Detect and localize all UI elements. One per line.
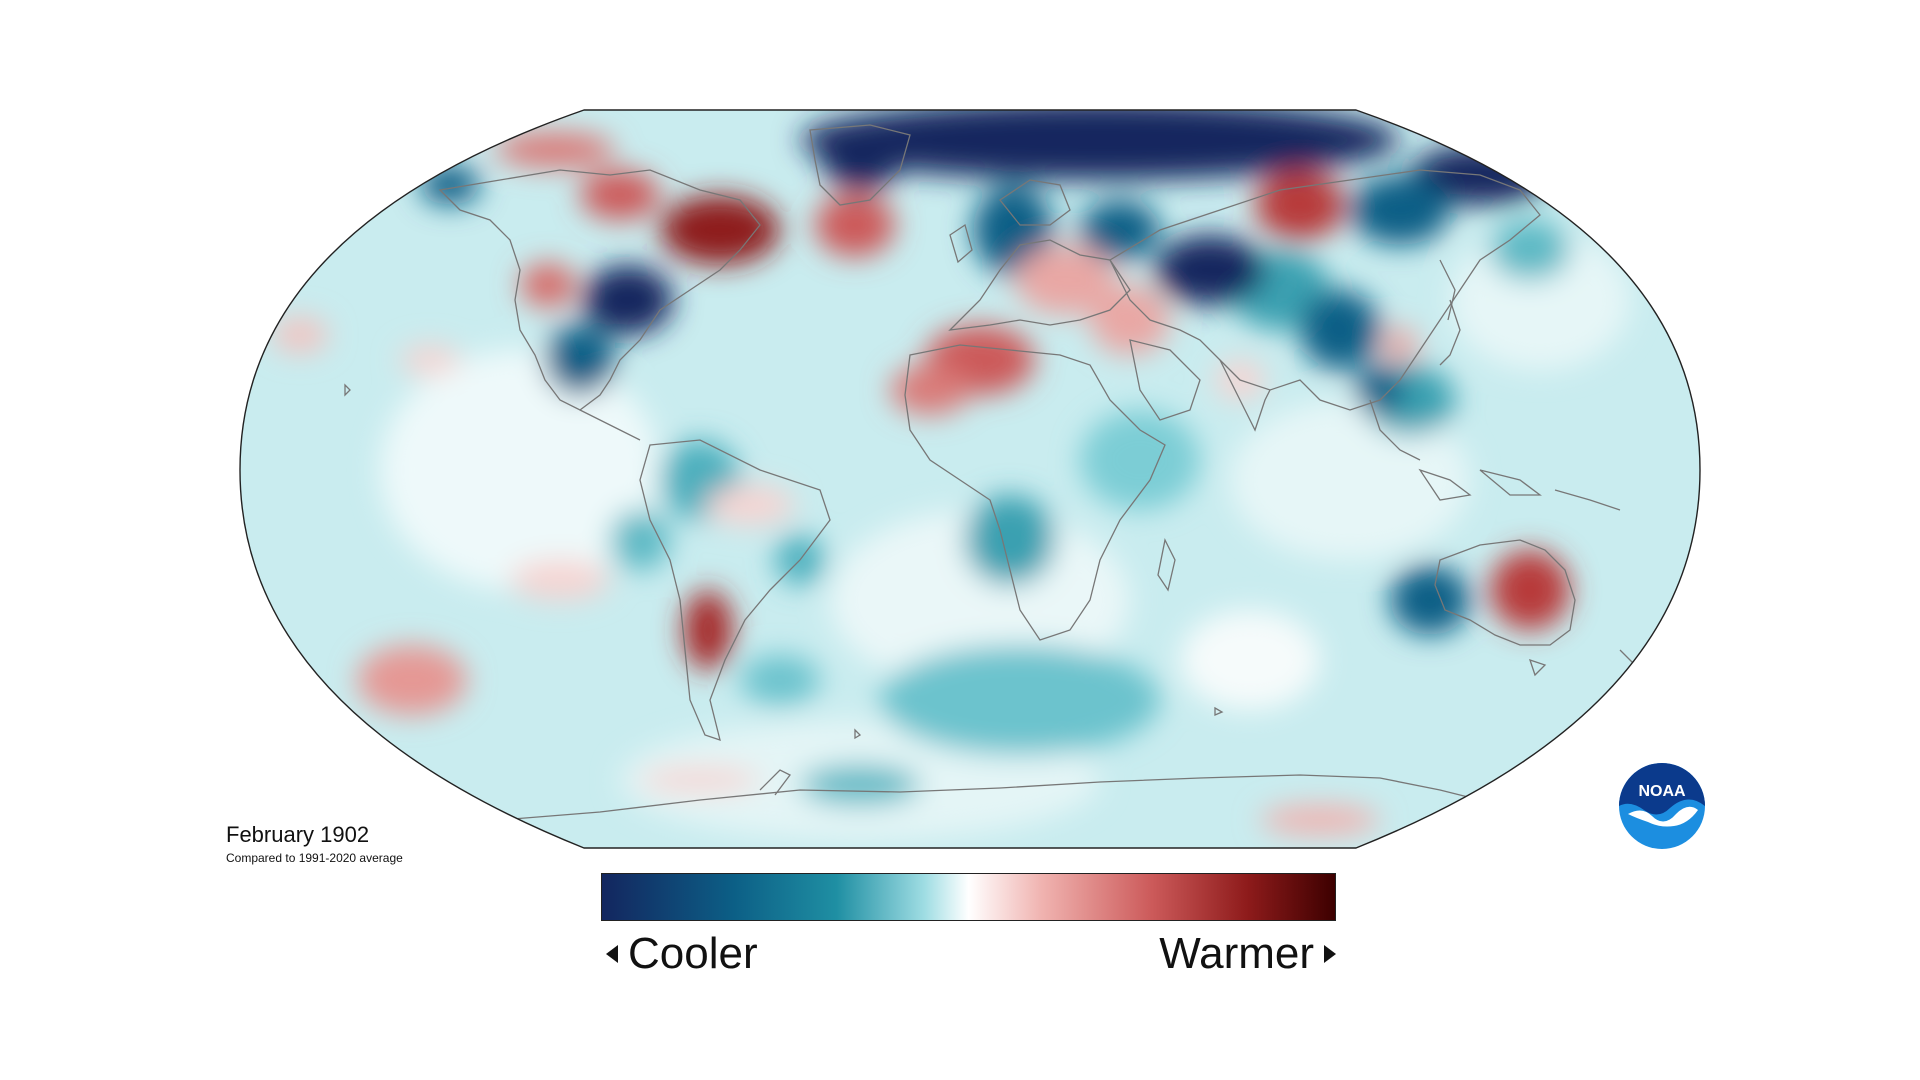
- coastlines: [344, 124, 1636, 821]
- noaa-logo-icon: NOAA: [1618, 762, 1706, 850]
- legend-warmer: Warmer: [1159, 928, 1336, 980]
- logo-text: NOAA: [1638, 783, 1686, 800]
- legend-warmer-label: Warmer: [1159, 929, 1314, 978]
- anomaly-field: [272, 110, 1630, 840]
- legend-cooler: Cooler: [606, 928, 758, 980]
- globe-outline: [239, 109, 1701, 849]
- caption-subtitle: Compared to 1991-2020 average: [226, 851, 403, 865]
- legend-cooler-label: Cooler: [628, 929, 758, 978]
- caption-title: February 1902: [226, 822, 370, 847]
- left-arrow-icon: [606, 945, 618, 963]
- map-caption: February 1902 Compared to 1991-2020 aver…: [226, 822, 403, 866]
- color-scale-bar: [601, 873, 1336, 921]
- right-arrow-icon: [1324, 945, 1336, 963]
